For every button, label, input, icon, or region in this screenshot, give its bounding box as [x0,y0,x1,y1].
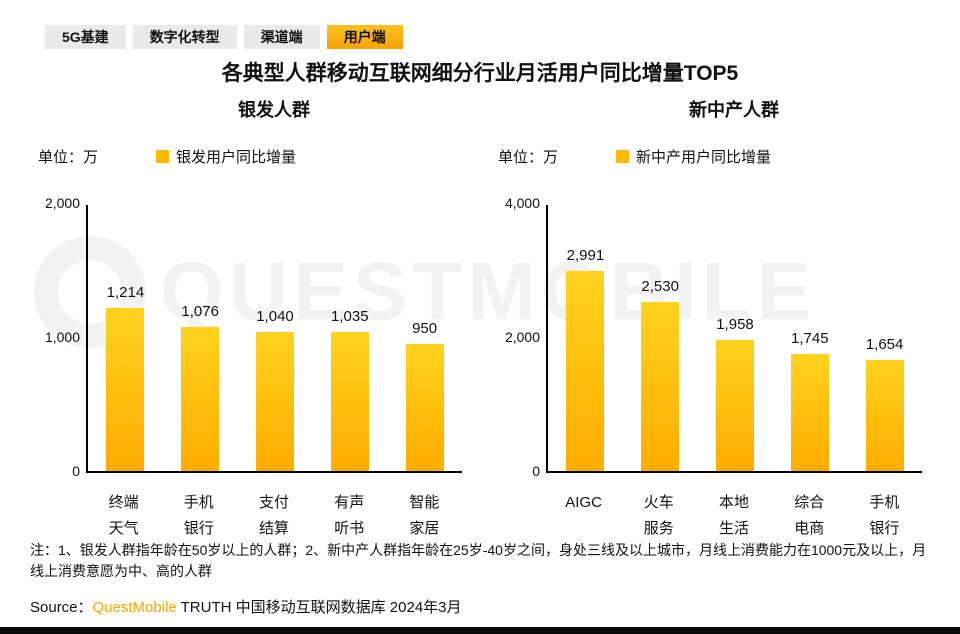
x-axis-label: 火车 服务 [643,494,674,537]
bar [790,354,829,471]
bar-value-label: 2,991 [566,246,605,264]
bar-slot: 950 [387,205,462,471]
source-prefix: Source： [30,599,93,616]
tab-5g-infrastructure[interactable]: 5G基建 [45,25,126,49]
bar-slot: 1,958 [698,205,773,471]
bar-slot: 1,654 [847,205,922,471]
bar-value-label: 950 [412,319,438,337]
bar-slot: 2,991 [548,205,623,471]
bar-slot: 1,214 [88,205,163,471]
y-axis-tick-label: 4,000 [504,195,540,211]
y-axis-tick-label: 2,000 [504,329,540,345]
x-axis-label: 终端 天气 [108,494,139,537]
legend: 新中产用户同比增量 [616,146,771,167]
bar-slot: 1,035 [312,205,387,471]
bar-value-label: 1,654 [865,336,904,354]
bar [330,332,369,471]
bar-slot: 2,530 [623,205,698,471]
x-axis-label: 有声 听书 [334,494,365,537]
x-axis-label: 手机 银行 [183,494,214,537]
bar-value-label: 1,076 [181,302,219,320]
x-axis-labels: 终端 天气 手机 银行 支付 结算 有声 听书 智能 家居 [86,473,462,542]
legend: 银发用户同比增量 [156,146,296,167]
page-title: 各典型人群移动互联网细分行业月活用户同比增量TOP5 [221,62,739,85]
chart-meta: 单位：万 新中产用户同比增量 [498,146,922,167]
y-axis-tick-label: 0 [532,463,540,479]
y-axis-tick-label: 0 [72,463,80,479]
unit-label: 单位：万 [38,149,99,166]
chart-title: 新中产人群 [689,100,779,120]
bar-slot: 1,040 [238,205,313,471]
bar-plot: 0 2,000 4,000 2,991 2,530 1,958 1,745 1,654 [505,196,922,478]
x-axis-labels: AIGC 火车 服务 本地 生活 综合 电商 手机 银行 [546,473,922,542]
bar [255,331,294,471]
bar-value-label: 2,530 [641,277,679,295]
x-axis-label: 智能 家居 [409,494,440,537]
bar-slot: 1,076 [163,205,238,471]
tab-channel-side[interactable]: 渠道端 [243,25,320,49]
bar-value-label: 1,040 [256,307,294,325]
x-axis-label: AIGC [565,494,602,511]
source-suffix: TRUTH 中国移动互联网数据库 2024年3月 [176,599,462,616]
bar [715,339,754,471]
bar [865,360,904,471]
legend-label: 新中产用户同比增量 [636,149,772,166]
bar [181,326,220,471]
bar-slot: 1,745 [772,205,847,471]
bar-value-label: 1,035 [331,308,369,326]
bar-value-label: 1,214 [106,284,145,302]
bar [405,343,444,471]
bar-value-label: 1,745 [791,330,829,348]
bar [566,270,605,471]
source-brand: QuestMobile [92,599,177,616]
chart-new-middle-class: 新中产人群 单位：万 新中产用户同比增量 0 2,000 4,000 2,991 2,5… [498,96,922,542]
y-axis-tick-label: 2,000 [44,195,80,211]
unit-label: 单位：万 [498,149,559,166]
bar [641,301,680,471]
footer-bar [0,627,960,634]
bar-value-label: 1,958 [716,315,754,333]
legend-label: 银发用户同比增量 [176,149,297,166]
chart-meta: 单位：万 银发用户同比增量 [38,146,462,167]
footnote: 注：1、银发人群指年龄在50岁以上的人群；2、新中产人群指年龄在25岁-40岁之… [30,542,927,579]
charts-row: 银发人群 单位：万 银发用户同比增量 0 1,000 2,000 1,214 1,076… [0,96,960,542]
tab-user-side[interactable]: 用户端 [326,25,403,49]
x-axis-label: 支付 结算 [259,494,290,537]
tab-digital-transformation[interactable]: 数字化转型 [132,25,237,49]
tab-bar: 5G基建 数字化转型 渠道端 用户端 [45,25,403,49]
bar [106,308,145,471]
chart-silver-haired: 银发人群 单位：万 银发用户同比增量 0 1,000 2,000 1,214 1,076… [38,96,462,542]
bar-plot: 0 1,000 2,000 1,214 1,076 1,040 1,035 950 [45,196,462,478]
legend-swatch-icon [616,150,630,163]
source-line: Source：QuestMobile TRUTH 中国移动互联网数据库 2024… [30,596,462,617]
x-axis-label: 本地 生活 [719,494,750,537]
x-axis-label: 综合 电商 [794,494,825,537]
x-axis-label: 手机 银行 [869,494,900,537]
y-axis-tick-label: 1,000 [44,329,80,345]
chart-title: 银发人群 [238,100,310,120]
legend-swatch-icon [156,150,170,163]
